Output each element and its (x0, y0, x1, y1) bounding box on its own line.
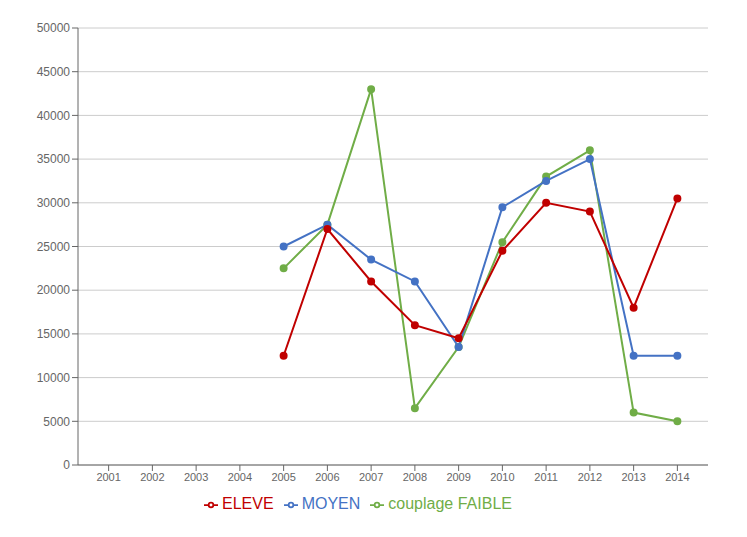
svg-text:50000: 50000 (37, 21, 71, 35)
svg-text:2009: 2009 (446, 471, 470, 483)
svg-text:20000: 20000 (37, 283, 71, 297)
svg-text:35000: 35000 (37, 152, 71, 166)
svg-text:45000: 45000 (37, 65, 71, 79)
svg-text:40000: 40000 (37, 109, 71, 123)
svg-text:10000: 10000 (37, 371, 71, 385)
svg-text:2002: 2002 (140, 471, 164, 483)
svg-text:30000: 30000 (37, 196, 71, 210)
svg-text:2003: 2003 (184, 471, 208, 483)
svg-text:2008: 2008 (403, 471, 427, 483)
svg-text:25000: 25000 (37, 240, 71, 254)
svg-text:2011: 2011 (534, 471, 558, 483)
svg-text:2014: 2014 (665, 471, 689, 483)
svg-text:2001: 2001 (96, 471, 120, 483)
svg-text:2012: 2012 (578, 471, 602, 483)
svg-text:2013: 2013 (621, 471, 645, 483)
svg-text:0: 0 (63, 458, 70, 472)
svg-text:2006: 2006 (315, 471, 339, 483)
svg-text:2004: 2004 (228, 471, 252, 483)
html-text:ELEVE: ELEVE (222, 495, 274, 512)
svg-text:2010: 2010 (490, 471, 514, 483)
html-text:couplage FAIBLE: couplage FAIBLE (388, 495, 512, 512)
html-text:MOYEN: MOYEN (301, 495, 361, 512)
svg-text:2005: 2005 (271, 471, 295, 483)
svg-text:15000: 15000 (37, 327, 71, 341)
svg-text:5000: 5000 (43, 415, 70, 429)
svg-text:2007: 2007 (359, 471, 383, 483)
